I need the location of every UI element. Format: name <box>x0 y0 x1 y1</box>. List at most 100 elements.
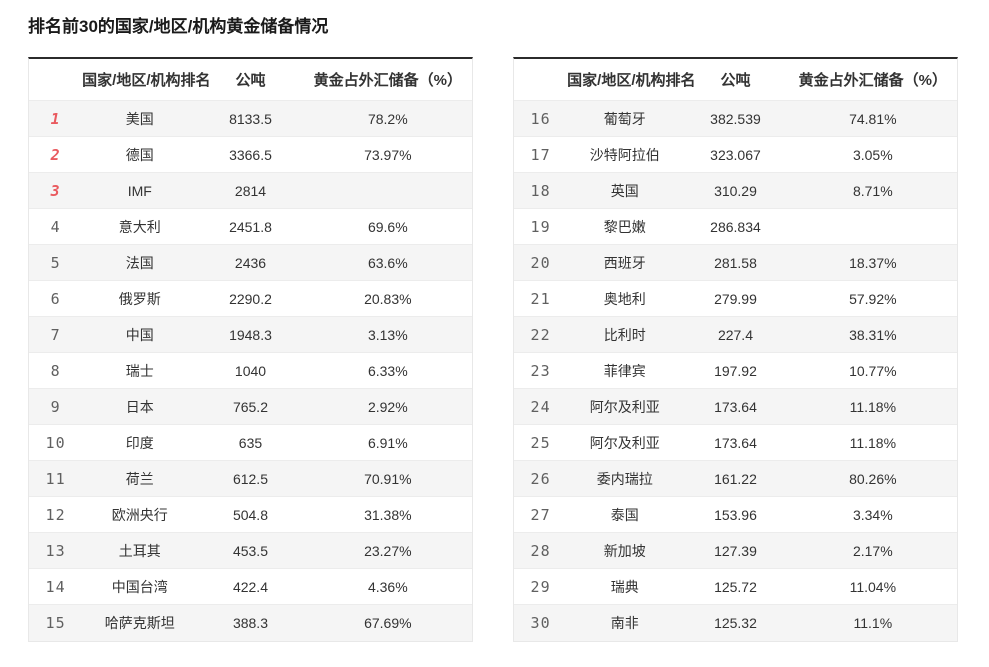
country-cell: 比利时 <box>567 317 683 353</box>
table-row: 18 英国 310.29 8.71% <box>514 173 957 209</box>
country-cell: 日本 <box>82 389 198 425</box>
tons-cell: 382.539 <box>682 101 789 137</box>
rank-cell: 3 <box>29 173 83 209</box>
tons-cell: 2290.2 <box>197 281 304 317</box>
table-row: 16 葡萄牙 382.539 74.81% <box>514 101 957 137</box>
table-row: 20 西班牙 281.58 18.37% <box>514 245 957 281</box>
rank-cell: 28 <box>514 533 568 569</box>
country-cell: 西班牙 <box>567 245 683 281</box>
country-cell: 新加坡 <box>567 533 683 569</box>
tons-column-header: 公吨 <box>682 59 789 101</box>
pct-cell: 11.1% <box>788 605 957 641</box>
rank-cell: 26 <box>514 461 568 497</box>
tons-cell: 173.64 <box>682 425 789 461</box>
rank-cell: 21 <box>514 281 568 317</box>
rank-cell: 20 <box>514 245 568 281</box>
country-cell: 意大利 <box>82 209 198 245</box>
gold-table-ranks-1-15: 国家/地区/机构排名 公吨 黄金占外汇储备（%） 1 美国 8133.5 78.2% 2… <box>28 57 473 642</box>
tons-cell: 173.64 <box>682 389 789 425</box>
name-column-header: 国家/地区/机构排名 <box>567 59 696 101</box>
table-row: 25 阿尔及利亚 173.64 11.18% <box>514 425 957 461</box>
country-cell: 黎巴嫩 <box>567 209 683 245</box>
country-cell: 中国台湾 <box>82 569 198 605</box>
country-cell: 阿尔及利亚 <box>567 389 683 425</box>
country-cell: 沙特阿拉伯 <box>567 137 683 173</box>
table-row: 6 俄罗斯 2290.2 20.83% <box>29 281 472 317</box>
tons-cell: 1948.3 <box>197 317 304 353</box>
pct-cell: 78.2% <box>303 101 472 137</box>
tons-cell: 323.067 <box>682 137 789 173</box>
rank-cell: 30 <box>514 605 568 641</box>
pct-cell: 10.77% <box>788 353 957 389</box>
tons-cell: 2814 <box>197 173 304 209</box>
table-row: 5 法国 2436 63.6% <box>29 245 472 281</box>
pct-column-header: 黄金占外汇储备（%） <box>788 59 957 101</box>
country-cell: 南非 <box>567 605 683 641</box>
rank-cell: 6 <box>29 281 83 317</box>
tons-column-header: 公吨 <box>197 59 304 101</box>
rank-cell: 4 <box>29 209 83 245</box>
table-row: 2 德国 3366.5 73.97% <box>29 137 472 173</box>
rank-cell: 9 <box>29 389 83 425</box>
rank-cell: 29 <box>514 569 568 605</box>
tons-cell: 125.72 <box>682 569 789 605</box>
country-cell: 泰国 <box>567 497 683 533</box>
rank-cell: 24 <box>514 389 568 425</box>
pct-cell: 73.97% <box>303 137 472 173</box>
tons-cell: 422.4 <box>197 569 304 605</box>
pct-cell: 74.81% <box>788 101 957 137</box>
country-cell: 菲律宾 <box>567 353 683 389</box>
rank-cell: 19 <box>514 209 568 245</box>
gold-table-ranks-16-30: 国家/地区/机构排名 公吨 黄金占外汇储备（%） 16 葡萄牙 382.539 74.… <box>513 57 958 642</box>
pct-cell: 70.91% <box>303 461 472 497</box>
tons-cell: 2436 <box>197 245 304 281</box>
table-row: 8 瑞士 1040 6.33% <box>29 353 472 389</box>
table-header: 国家/地区/机构排名 公吨 黄金占外汇储备（%） <box>514 59 957 101</box>
country-cell: IMF <box>82 173 198 209</box>
country-cell: 俄罗斯 <box>82 281 198 317</box>
pct-cell: 6.91% <box>303 425 472 461</box>
pct-cell <box>303 173 472 209</box>
pct-cell: 38.31% <box>788 317 957 353</box>
rank-cell: 25 <box>514 425 568 461</box>
country-cell: 德国 <box>82 137 198 173</box>
country-cell: 土耳其 <box>82 533 198 569</box>
country-cell: 瑞典 <box>567 569 683 605</box>
country-cell: 英国 <box>567 173 683 209</box>
rank-column-header <box>29 59 83 101</box>
tons-cell: 125.32 <box>682 605 789 641</box>
gold-reserves-page: 排名前30的国家/地区/机构黄金储备情况 国家/地区/机构排名 公吨 黄金占外汇… <box>0 16 989 642</box>
tons-cell: 635 <box>197 425 304 461</box>
pct-cell: 69.6% <box>303 209 472 245</box>
rank-cell: 15 <box>29 605 83 641</box>
pct-cell: 57.92% <box>788 281 957 317</box>
table-row: 14 中国台湾 422.4 4.36% <box>29 569 472 605</box>
country-cell: 委内瑞拉 <box>567 461 683 497</box>
pct-cell: 6.33% <box>303 353 472 389</box>
rank-cell: 23 <box>514 353 568 389</box>
tons-cell: 388.3 <box>197 605 304 641</box>
pct-cell: 11.18% <box>788 425 957 461</box>
tons-cell: 227.4 <box>682 317 789 353</box>
name-column-header: 国家/地区/机构排名 <box>82 59 211 101</box>
pct-cell: 3.13% <box>303 317 472 353</box>
rank-cell: 12 <box>29 497 83 533</box>
pct-cell: 31.38% <box>303 497 472 533</box>
pct-cell: 2.17% <box>788 533 957 569</box>
rank-cell: 2 <box>29 137 83 173</box>
country-cell: 奥地利 <box>567 281 683 317</box>
rank-cell: 13 <box>29 533 83 569</box>
tons-cell: 153.96 <box>682 497 789 533</box>
tons-cell: 1040 <box>197 353 304 389</box>
rank-cell: 10 <box>29 425 83 461</box>
country-cell: 葡萄牙 <box>567 101 683 137</box>
table-row: 7 中国 1948.3 3.13% <box>29 317 472 353</box>
pct-cell: 23.27% <box>303 533 472 569</box>
table-row: 9 日本 765.2 2.92% <box>29 389 472 425</box>
table-row: 17 沙特阿拉伯 323.067 3.05% <box>514 137 957 173</box>
tons-cell: 765.2 <box>197 389 304 425</box>
table-row: 15 哈萨克斯坦 388.3 67.69% <box>29 605 472 641</box>
table-row: 1 美国 8133.5 78.2% <box>29 101 472 137</box>
rank-cell: 17 <box>514 137 568 173</box>
pct-cell: 11.04% <box>788 569 957 605</box>
